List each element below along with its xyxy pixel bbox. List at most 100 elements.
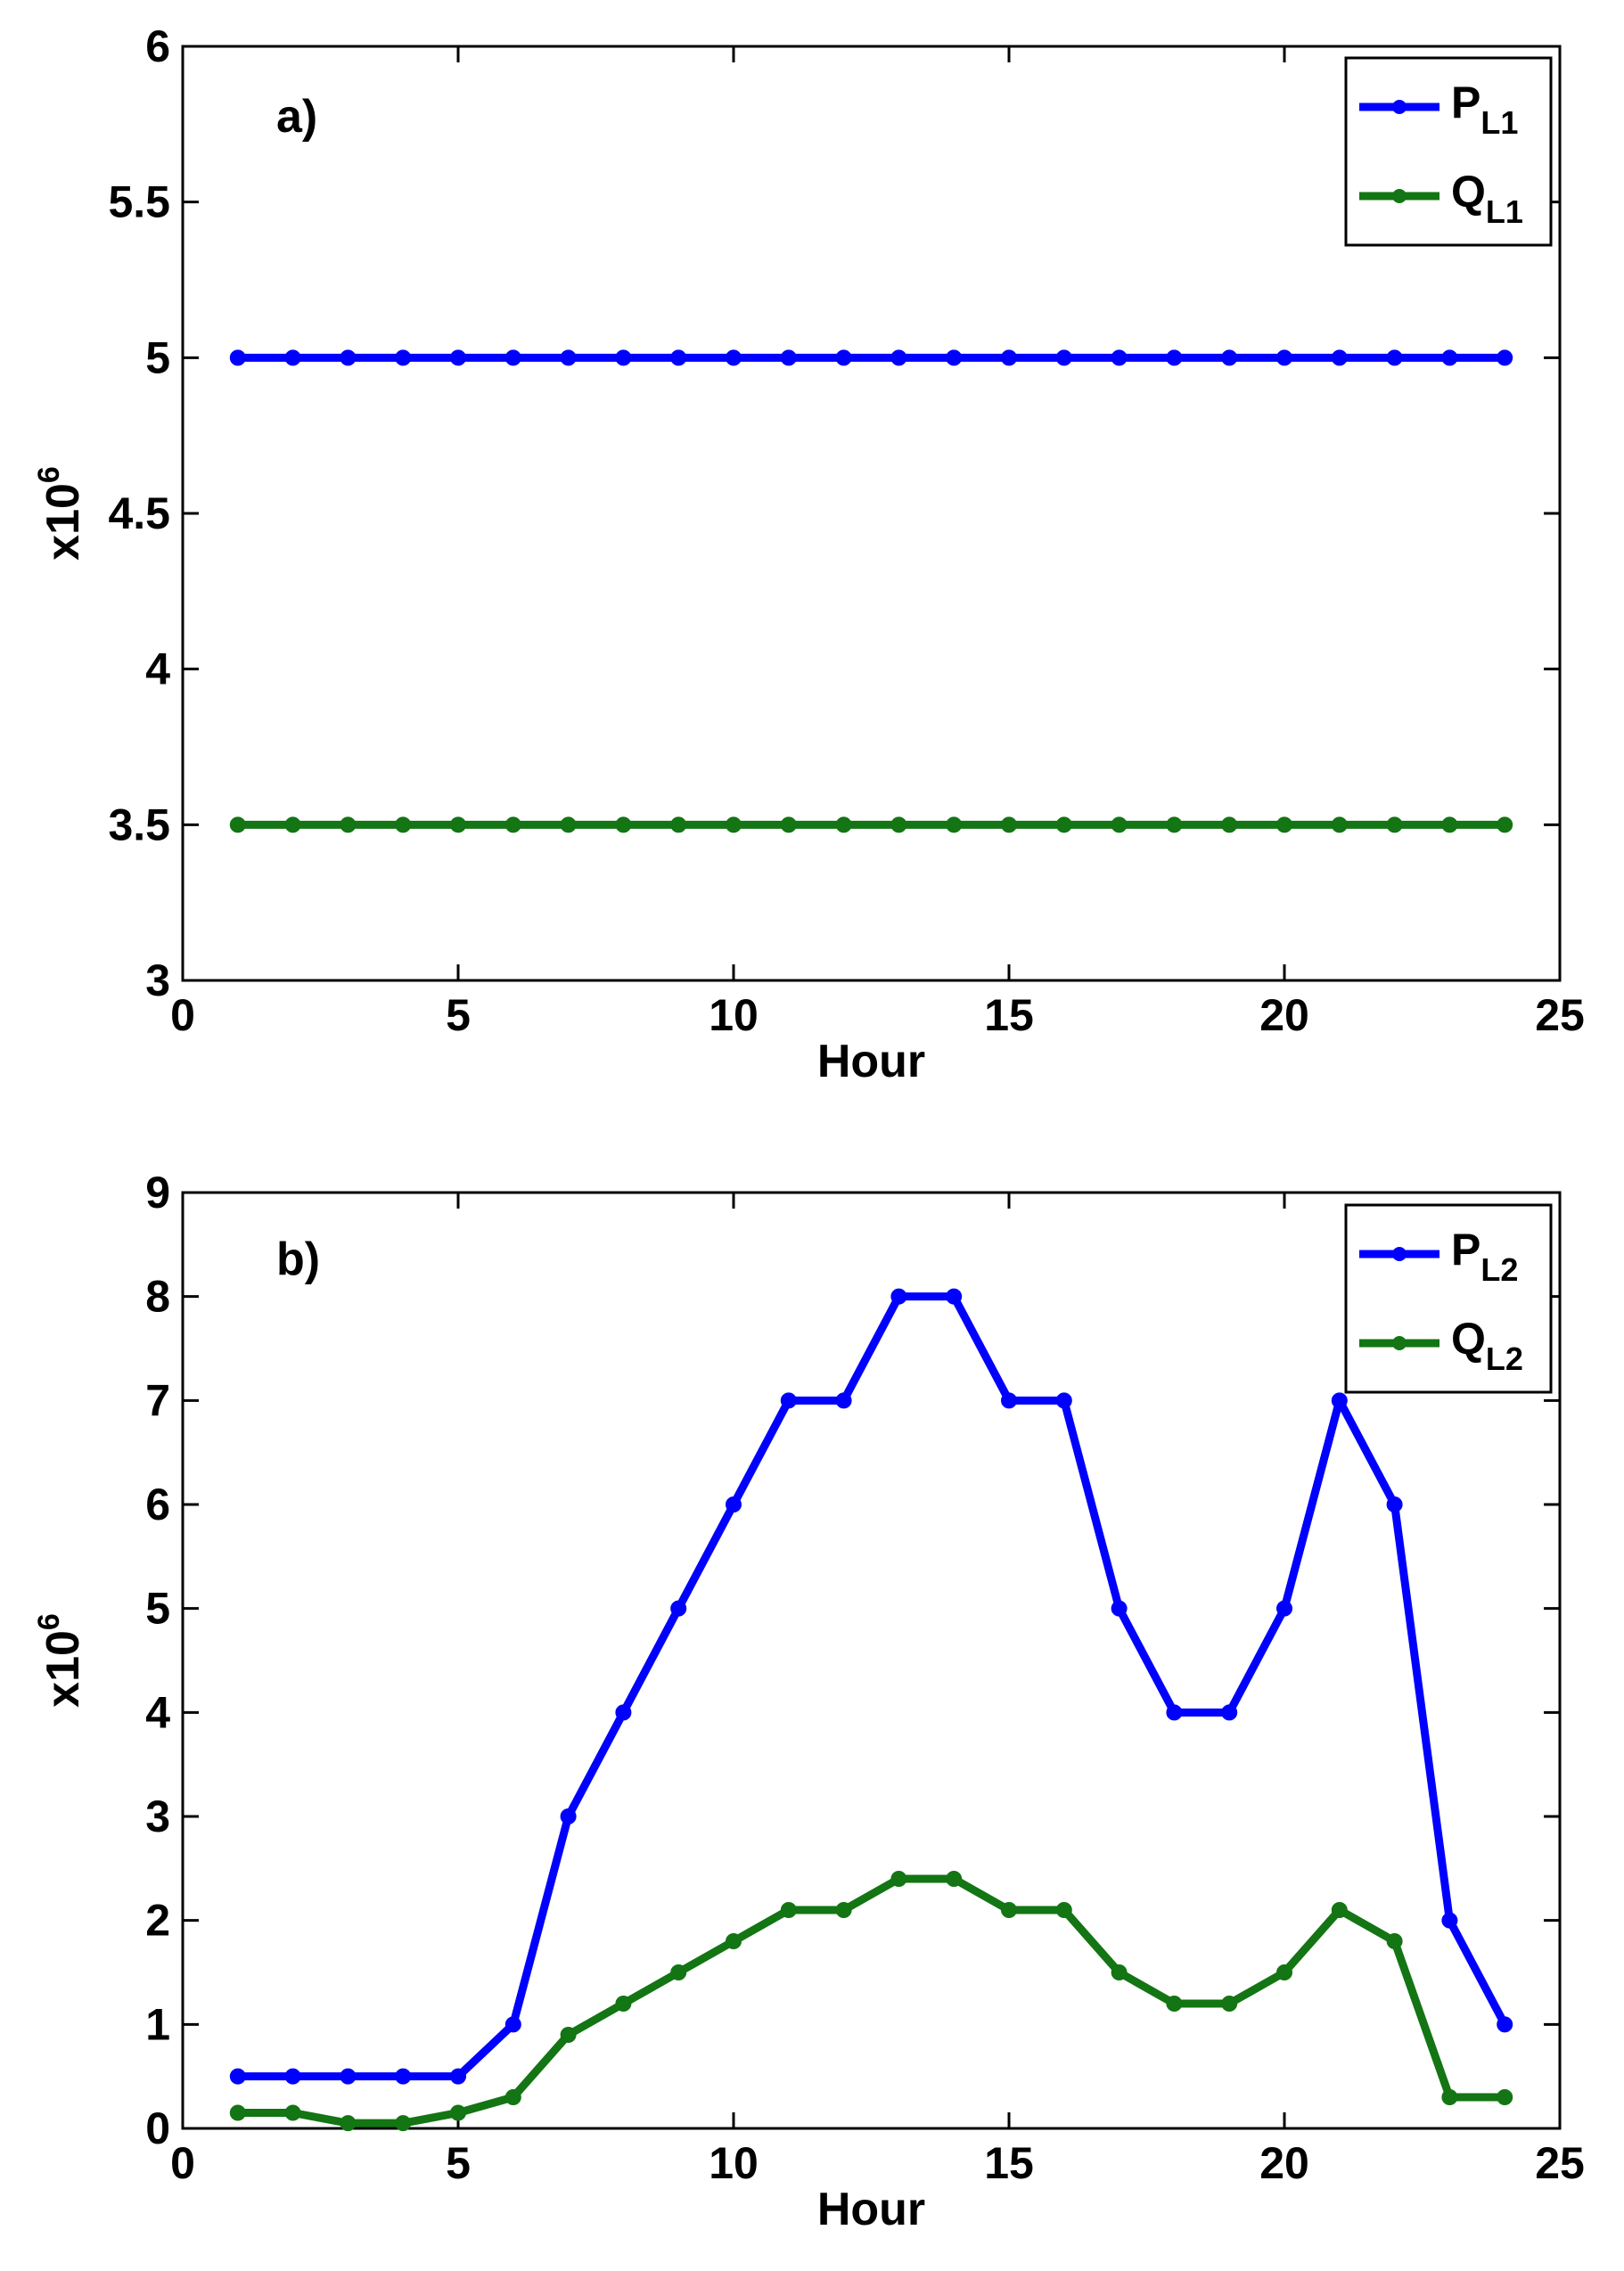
data-point: [340, 816, 357, 833]
data-point: [890, 349, 907, 366]
y-tick-label: 6: [145, 1480, 170, 1529]
data-point: [1331, 1902, 1348, 1918]
data-point: [726, 816, 742, 833]
x-tick-label: 15: [984, 2138, 1034, 2188]
data-point: [1166, 1996, 1183, 2012]
data-point: [1331, 1392, 1348, 1409]
data-point: [726, 349, 742, 366]
y-tick-label: 3: [145, 1791, 170, 1841]
data-point: [780, 1392, 797, 1409]
data-point: [1276, 349, 1292, 366]
data-point: [1276, 816, 1292, 833]
y-tick-label: 8: [145, 1272, 170, 1322]
data-point: [1001, 816, 1017, 833]
series-line: [237, 1874, 1505, 2128]
y-tick-label: 6: [145, 21, 170, 71]
data-point: [615, 349, 632, 366]
data-point: [835, 349, 852, 366]
legend-label-subscript: L1: [1486, 193, 1523, 230]
data-point: [284, 2068, 301, 2085]
data-point: [615, 1996, 632, 2012]
data-point: [560, 2027, 577, 2043]
data-point: [395, 2068, 412, 2085]
series-Q-L1: [229, 816, 1513, 833]
data-point: [1221, 1996, 1238, 2012]
data-point: [1497, 816, 1513, 833]
series-Q-L2: [229, 1871, 1513, 2132]
y-tick-label: 5: [145, 332, 170, 382]
data-point: [1441, 349, 1458, 366]
x-tick-label: 20: [1259, 990, 1309, 1040]
data-point: [835, 816, 852, 833]
data-point: [284, 816, 301, 833]
x-tick-label: 25: [1535, 2138, 1585, 2188]
data-point: [340, 349, 357, 366]
x-tick-label: 0: [170, 2138, 195, 2188]
series-P-L2: [229, 1288, 1513, 2085]
y-tick-label: 4: [145, 1687, 170, 1737]
data-point: [890, 1871, 907, 1887]
legend-label: PL2: [1451, 1225, 1518, 1288]
panel-label: b): [276, 1234, 320, 1285]
data-point: [1001, 1902, 1017, 1918]
x-tick-label: 5: [446, 2138, 471, 2188]
y-tick-label: 7: [145, 1375, 170, 1425]
data-point: [504, 2016, 521, 2033]
legend-frame: [1344, 56, 1553, 247]
data-point: [1055, 1902, 1072, 1918]
data-point: [615, 1704, 632, 1721]
data-point: [1111, 816, 1128, 833]
y-axis-title: x106: [32, 466, 89, 561]
series-P-L1: [229, 349, 1513, 366]
data-point: [890, 1288, 907, 1305]
y-tick-label: 5.5: [108, 177, 170, 227]
data-point: [1386, 816, 1403, 833]
data-point: [1111, 1600, 1128, 1617]
data-point: [284, 349, 301, 366]
data-point: [1221, 816, 1238, 833]
y-axis-title-base: x10: [37, 483, 89, 561]
data-point: [670, 816, 687, 833]
data-point: [1055, 816, 1072, 833]
x-tick-label: 25: [1535, 990, 1585, 1040]
x-tick-label: 15: [984, 990, 1034, 1040]
data-point: [560, 1808, 577, 1824]
data-point: [1111, 349, 1128, 366]
data-point: [1166, 349, 1183, 366]
legend-label-subscript: L1: [1480, 104, 1518, 141]
data-point: [395, 349, 412, 366]
x-tick-label: 20: [1259, 2138, 1309, 2188]
x-axis-title: Hour: [817, 1036, 925, 1087]
data-point: [1055, 1392, 1072, 1409]
data-point: [504, 816, 521, 833]
y-tick-label: 4: [145, 644, 170, 694]
data-point: [229, 816, 246, 833]
data-point: [395, 2115, 412, 2132]
legend-marker: [1392, 189, 1407, 203]
x-tick-label: 10: [709, 2138, 759, 2188]
y-axis-title-base: x10: [37, 1630, 89, 1708]
y-tick-label: 3: [145, 955, 170, 1005]
legend-label-subscript: L2: [1486, 1340, 1523, 1377]
plot-area-frame: [181, 1191, 1562, 2130]
data-point: [1441, 2089, 1458, 2105]
y-tick-label: 0: [145, 2103, 170, 2153]
legend-frame: [1344, 1203, 1553, 1394]
data-point: [1497, 2089, 1513, 2105]
data-point: [1497, 349, 1513, 366]
data-point: [946, 1288, 963, 1305]
data-point: [1001, 1392, 1017, 1409]
data-point: [1055, 349, 1072, 366]
data-point: [890, 816, 907, 833]
x-axis-title: Hour: [817, 2184, 925, 2235]
data-point: [946, 1871, 963, 1887]
data-point: [670, 1964, 687, 1980]
data-point: [780, 349, 797, 366]
data-point: [780, 1902, 797, 1918]
data-point: [229, 349, 246, 366]
data-point: [1276, 1600, 1292, 1617]
y-axis-title-exponent: 6: [32, 466, 66, 483]
